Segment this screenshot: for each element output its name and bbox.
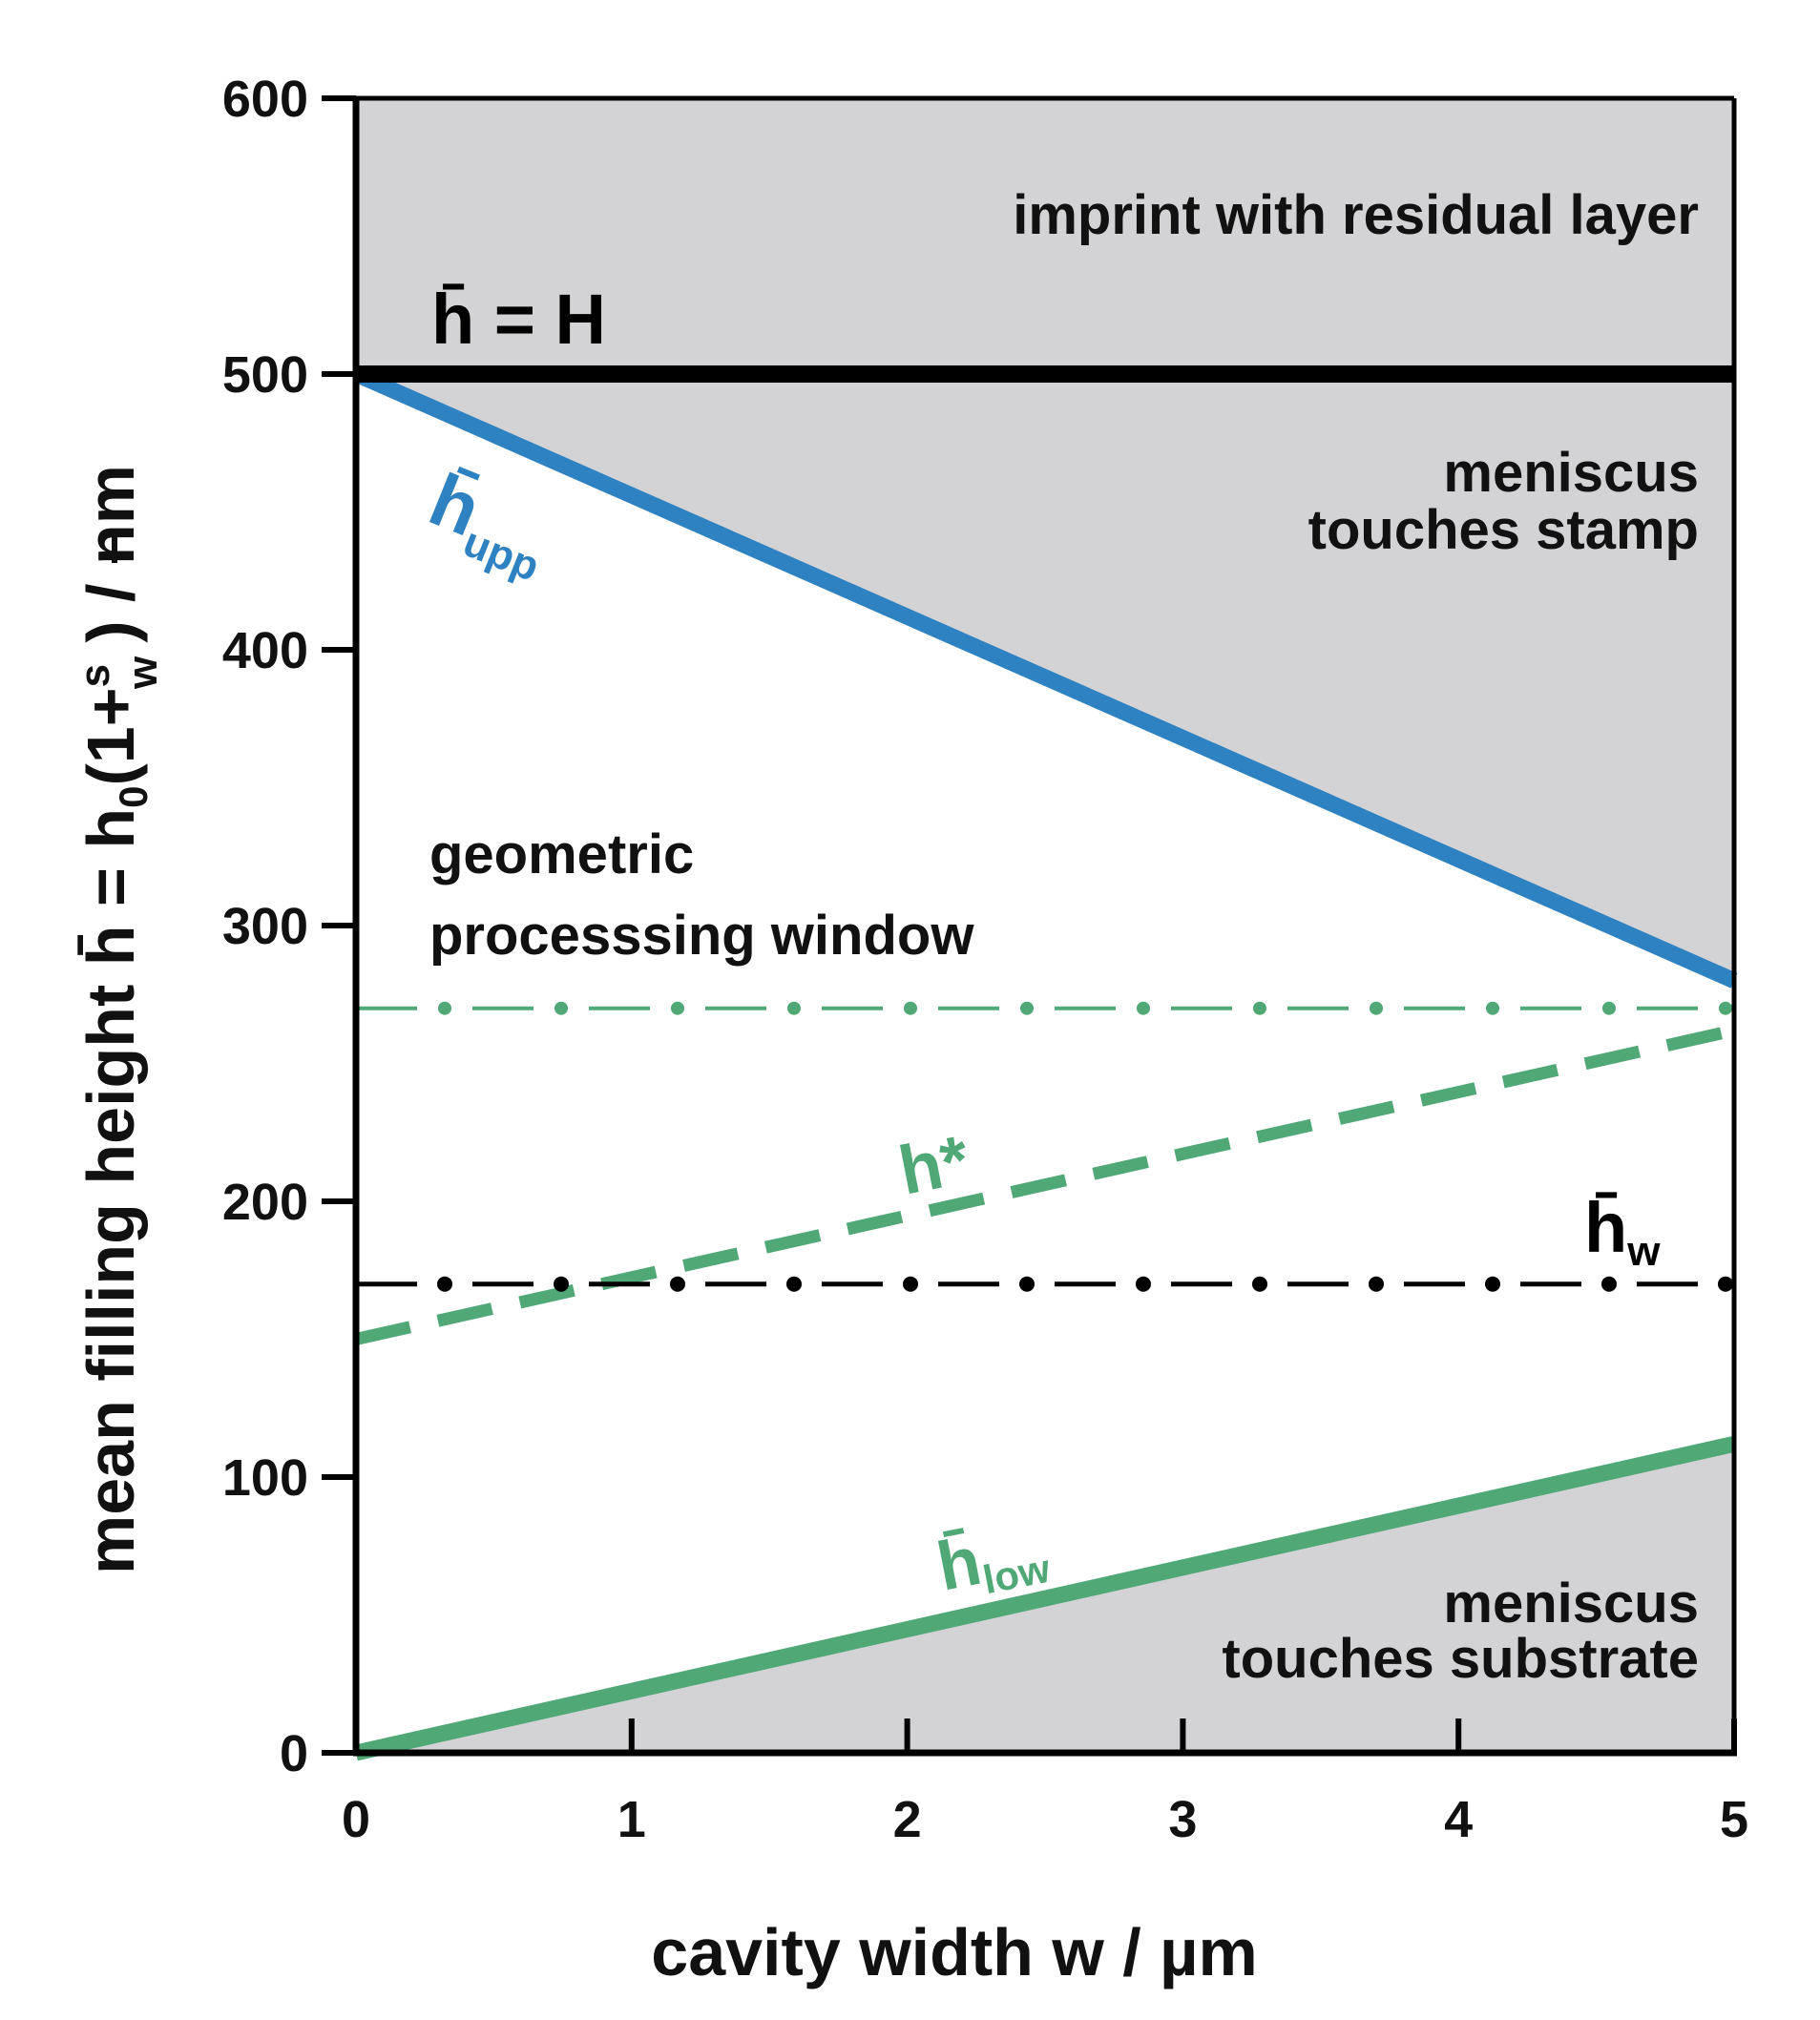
h-w-dot-7 xyxy=(1252,1276,1267,1292)
series-line-h-upp xyxy=(352,366,1738,989)
y-tick-label-300: 300 xyxy=(222,898,308,955)
label-window-line1: geometric xyxy=(429,823,694,885)
label-residual-layer: imprint with residual layer xyxy=(1013,184,1699,246)
h-w-dot-2 xyxy=(670,1276,685,1292)
green-dashdot-dot-2 xyxy=(671,1001,684,1015)
label-h-upp-sub: upp xyxy=(457,518,546,591)
h-w-dot-11 xyxy=(1718,1276,1733,1292)
y-tick-label-400: 400 xyxy=(222,622,308,679)
green-dashdot-dot-10 xyxy=(1602,1001,1616,1015)
label-h-w-base: h̄ xyxy=(1584,1188,1627,1267)
x-tick-label-1: 1 xyxy=(617,1791,646,1848)
h-w-dot-10 xyxy=(1601,1276,1617,1292)
y-tick-label-100: 100 xyxy=(222,1449,308,1507)
series-line-h-star xyxy=(354,1024,1736,1345)
green-dashdot-dot-5 xyxy=(1020,1001,1034,1015)
label-substrate-line2: touches substrate xyxy=(1222,1628,1699,1690)
y-axis-title-frac-den: w xyxy=(119,656,166,690)
green-dashdot-dot-9 xyxy=(1486,1001,1499,1015)
h-w-dot-5 xyxy=(1019,1276,1035,1292)
green-dashdot-dot-1 xyxy=(554,1001,568,1015)
label-h-w-sub: w xyxy=(1626,1228,1661,1275)
h-w-dot-3 xyxy=(786,1276,802,1292)
y-axis-title: mean filling height h̄ = h0(1+sw ) / nm xyxy=(72,465,166,1574)
y-tick-label-600: 600 xyxy=(222,71,308,128)
green-dashdot-dot-11 xyxy=(1719,1001,1732,1015)
dash-dot-markers xyxy=(437,1001,1733,1292)
y-axis-title-open: (1+ xyxy=(73,687,148,785)
green-dashdot-dot-6 xyxy=(1137,1001,1150,1015)
x-tick-label-5: 5 xyxy=(1720,1791,1748,1848)
series-line-h-low xyxy=(354,1436,1736,1761)
h-w-dot-1 xyxy=(554,1276,569,1292)
y-tick-label-0: 0 xyxy=(280,1725,308,1782)
green-dashdot-dot-0 xyxy=(438,1001,451,1015)
y-axis-title-close: ) / nm xyxy=(73,465,148,643)
h-w-dot-9 xyxy=(1485,1276,1500,1292)
label-h-equals-H-rest: = H xyxy=(474,280,606,359)
series-lines xyxy=(352,365,1738,1761)
ticks: 0 100 200 300 400 500 600 0 1 2 3 4 5 xyxy=(222,71,1748,1848)
h-w-dot-4 xyxy=(903,1276,918,1292)
y-axis-title-subscript: 0 xyxy=(111,786,156,808)
region-residual-layer xyxy=(356,98,1734,374)
h-w-dot-0 xyxy=(437,1276,452,1292)
y-axis-title-prefix: mean filling height h̄ = h xyxy=(73,808,148,1574)
h-w-dot-6 xyxy=(1136,1276,1151,1292)
x-tick-label-2: 2 xyxy=(893,1791,922,1848)
y-tick-label-200: 200 xyxy=(222,1174,308,1231)
label-h-equals-H-base: h̄ xyxy=(431,280,474,359)
x-tick-label-0: 0 xyxy=(342,1791,370,1848)
green-dashdot-dot-7 xyxy=(1253,1001,1266,1015)
label-stamp-line1: meniscus xyxy=(1443,442,1699,504)
label-substrate-line1: meniscus xyxy=(1443,1572,1699,1635)
h-w-dot-8 xyxy=(1369,1276,1384,1292)
label-h-low-base: h̄ xyxy=(931,1523,987,1606)
green-dashdot-dot-8 xyxy=(1370,1001,1383,1015)
green-dashdot-dot-4 xyxy=(904,1001,917,1015)
x-tick-label-3: 3 xyxy=(1168,1791,1197,1848)
label-h-equals-H: h̄ = H xyxy=(431,280,606,359)
green-dashdot-dot-3 xyxy=(787,1001,801,1015)
label-h-upp: h̄upp xyxy=(415,457,564,591)
label-stamp-line2: touches stamp xyxy=(1308,499,1699,561)
label-h-star: h* xyxy=(893,1121,975,1209)
y-tick-label-500: 500 xyxy=(222,346,308,404)
x-axis-title: cavity width w / µm xyxy=(651,1915,1257,1989)
label-h-w: h̄w xyxy=(1584,1188,1661,1275)
y-axis-title-frac-num: s xyxy=(72,664,118,687)
x-tick-label-4: 4 xyxy=(1444,1791,1473,1848)
label-window-line2: processsing window xyxy=(429,905,974,967)
